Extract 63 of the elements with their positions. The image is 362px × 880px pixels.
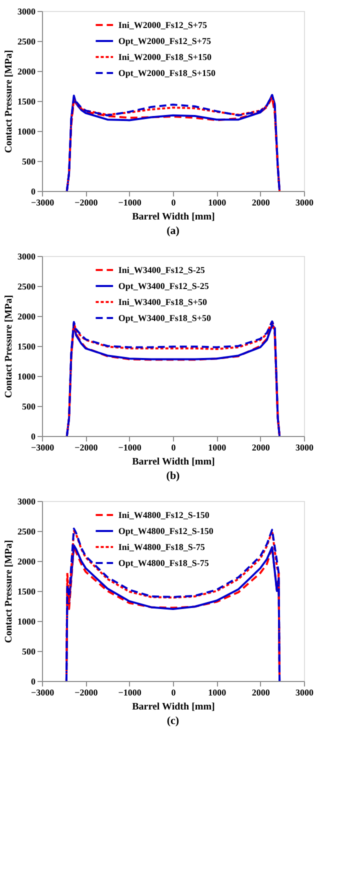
y-tick-label: 2000 xyxy=(18,556,36,566)
x-tick-label: 3000 xyxy=(296,198,314,208)
y-tick-label: 1500 xyxy=(18,586,36,596)
x-tick-label: −2000 xyxy=(74,442,98,452)
x-tick-label: 1000 xyxy=(208,442,227,452)
x-tick-label: 2000 xyxy=(252,688,270,698)
legend-label: Ini_W3400_Fs12_S-25 xyxy=(118,265,206,275)
x-axis-title: Barrel Width [mm] xyxy=(132,702,215,712)
x-tick-label: −2000 xyxy=(74,688,98,698)
y-axis-title: Contact Pressure [MPa] xyxy=(4,295,14,398)
legend-label: Opt_W2000_Fs18_S+150 xyxy=(118,68,216,78)
legend-label: Opt_W4800_Fs12_S-150 xyxy=(118,526,214,536)
x-tick-label: 0 xyxy=(171,442,176,452)
x-tick-label: −3000 xyxy=(30,198,55,208)
text: (a) xyxy=(166,225,180,237)
y-tick-label: 2000 xyxy=(18,312,36,322)
y-tick-label: 2500 xyxy=(18,282,36,292)
x-tick-label: 1000 xyxy=(208,198,227,208)
y-tick-label: 0 xyxy=(31,432,36,442)
legend-label: Opt_W4800_Fs18_S-75 xyxy=(118,558,210,568)
x-axis-title: Barrel Width [mm] xyxy=(132,456,215,468)
x-tick-label: −1000 xyxy=(118,442,142,452)
x-tick-label: 1000 xyxy=(208,688,227,698)
y-tick-label: 500 xyxy=(22,156,36,166)
legend-label: Ini_W2000_Fs18_S+150 xyxy=(118,52,212,62)
x-tick-label: 2000 xyxy=(252,442,270,452)
y-tick-label: 1000 xyxy=(18,126,36,136)
y-tick-label: 0 xyxy=(31,186,36,196)
legend-label: Ini_W4800_Fs12_S-150 xyxy=(118,510,210,520)
y-tick-label: 1000 xyxy=(18,616,36,626)
legend-label: Opt_W3400_Fs12_S-25 xyxy=(118,281,210,291)
legend-label: Opt_W2000_Fs12_S+75 xyxy=(118,36,212,46)
x-tick-label: 3000 xyxy=(296,688,314,698)
y-tick-label: 2000 xyxy=(18,66,36,76)
y-tick-label: 500 xyxy=(22,646,36,656)
x-tick-label: 3000 xyxy=(296,442,314,452)
text: (c) xyxy=(166,715,180,727)
x-tick-label: −1000 xyxy=(118,198,142,208)
y-tick-label: 3000 xyxy=(18,252,36,262)
y-tick-label: 1500 xyxy=(18,342,36,352)
legend-label: Ini_W3400_Fs18_S+50 xyxy=(118,297,208,307)
legend-label: Ini_W4800_Fs18_S-75 xyxy=(118,542,206,552)
x-tick-label: 0 xyxy=(171,688,176,698)
legend-label: Ini_W2000_Fs12_S+75 xyxy=(118,20,208,30)
y-axis-title: Contact Pressure [MPa] xyxy=(4,540,14,643)
y-tick-label: 2500 xyxy=(18,526,36,536)
x-tick-label: −2000 xyxy=(74,198,98,208)
legend-label: Opt_W3400_Fs18_S+50 xyxy=(118,313,212,323)
y-tick-label: 2500 xyxy=(18,36,36,46)
y-tick-label: 1500 xyxy=(18,96,36,106)
x-tick-label: −3000 xyxy=(30,688,55,698)
x-tick-label: 2000 xyxy=(252,198,270,208)
y-tick-label: 1000 xyxy=(18,372,36,382)
x-tick-label: 0 xyxy=(171,198,176,208)
text: (b) xyxy=(166,470,180,482)
y-tick-label: 500 xyxy=(22,402,36,412)
x-axis-title: Barrel Width [mm] xyxy=(132,212,215,222)
y-tick-label: 0 xyxy=(31,676,36,686)
x-tick-label: −1000 xyxy=(118,688,142,698)
x-tick-label: −3000 xyxy=(30,442,55,452)
y-axis-title: Contact Pressure [MPa] xyxy=(4,50,14,153)
y-tick-label: 3000 xyxy=(18,6,36,16)
y-tick-label: 3000 xyxy=(18,496,36,506)
